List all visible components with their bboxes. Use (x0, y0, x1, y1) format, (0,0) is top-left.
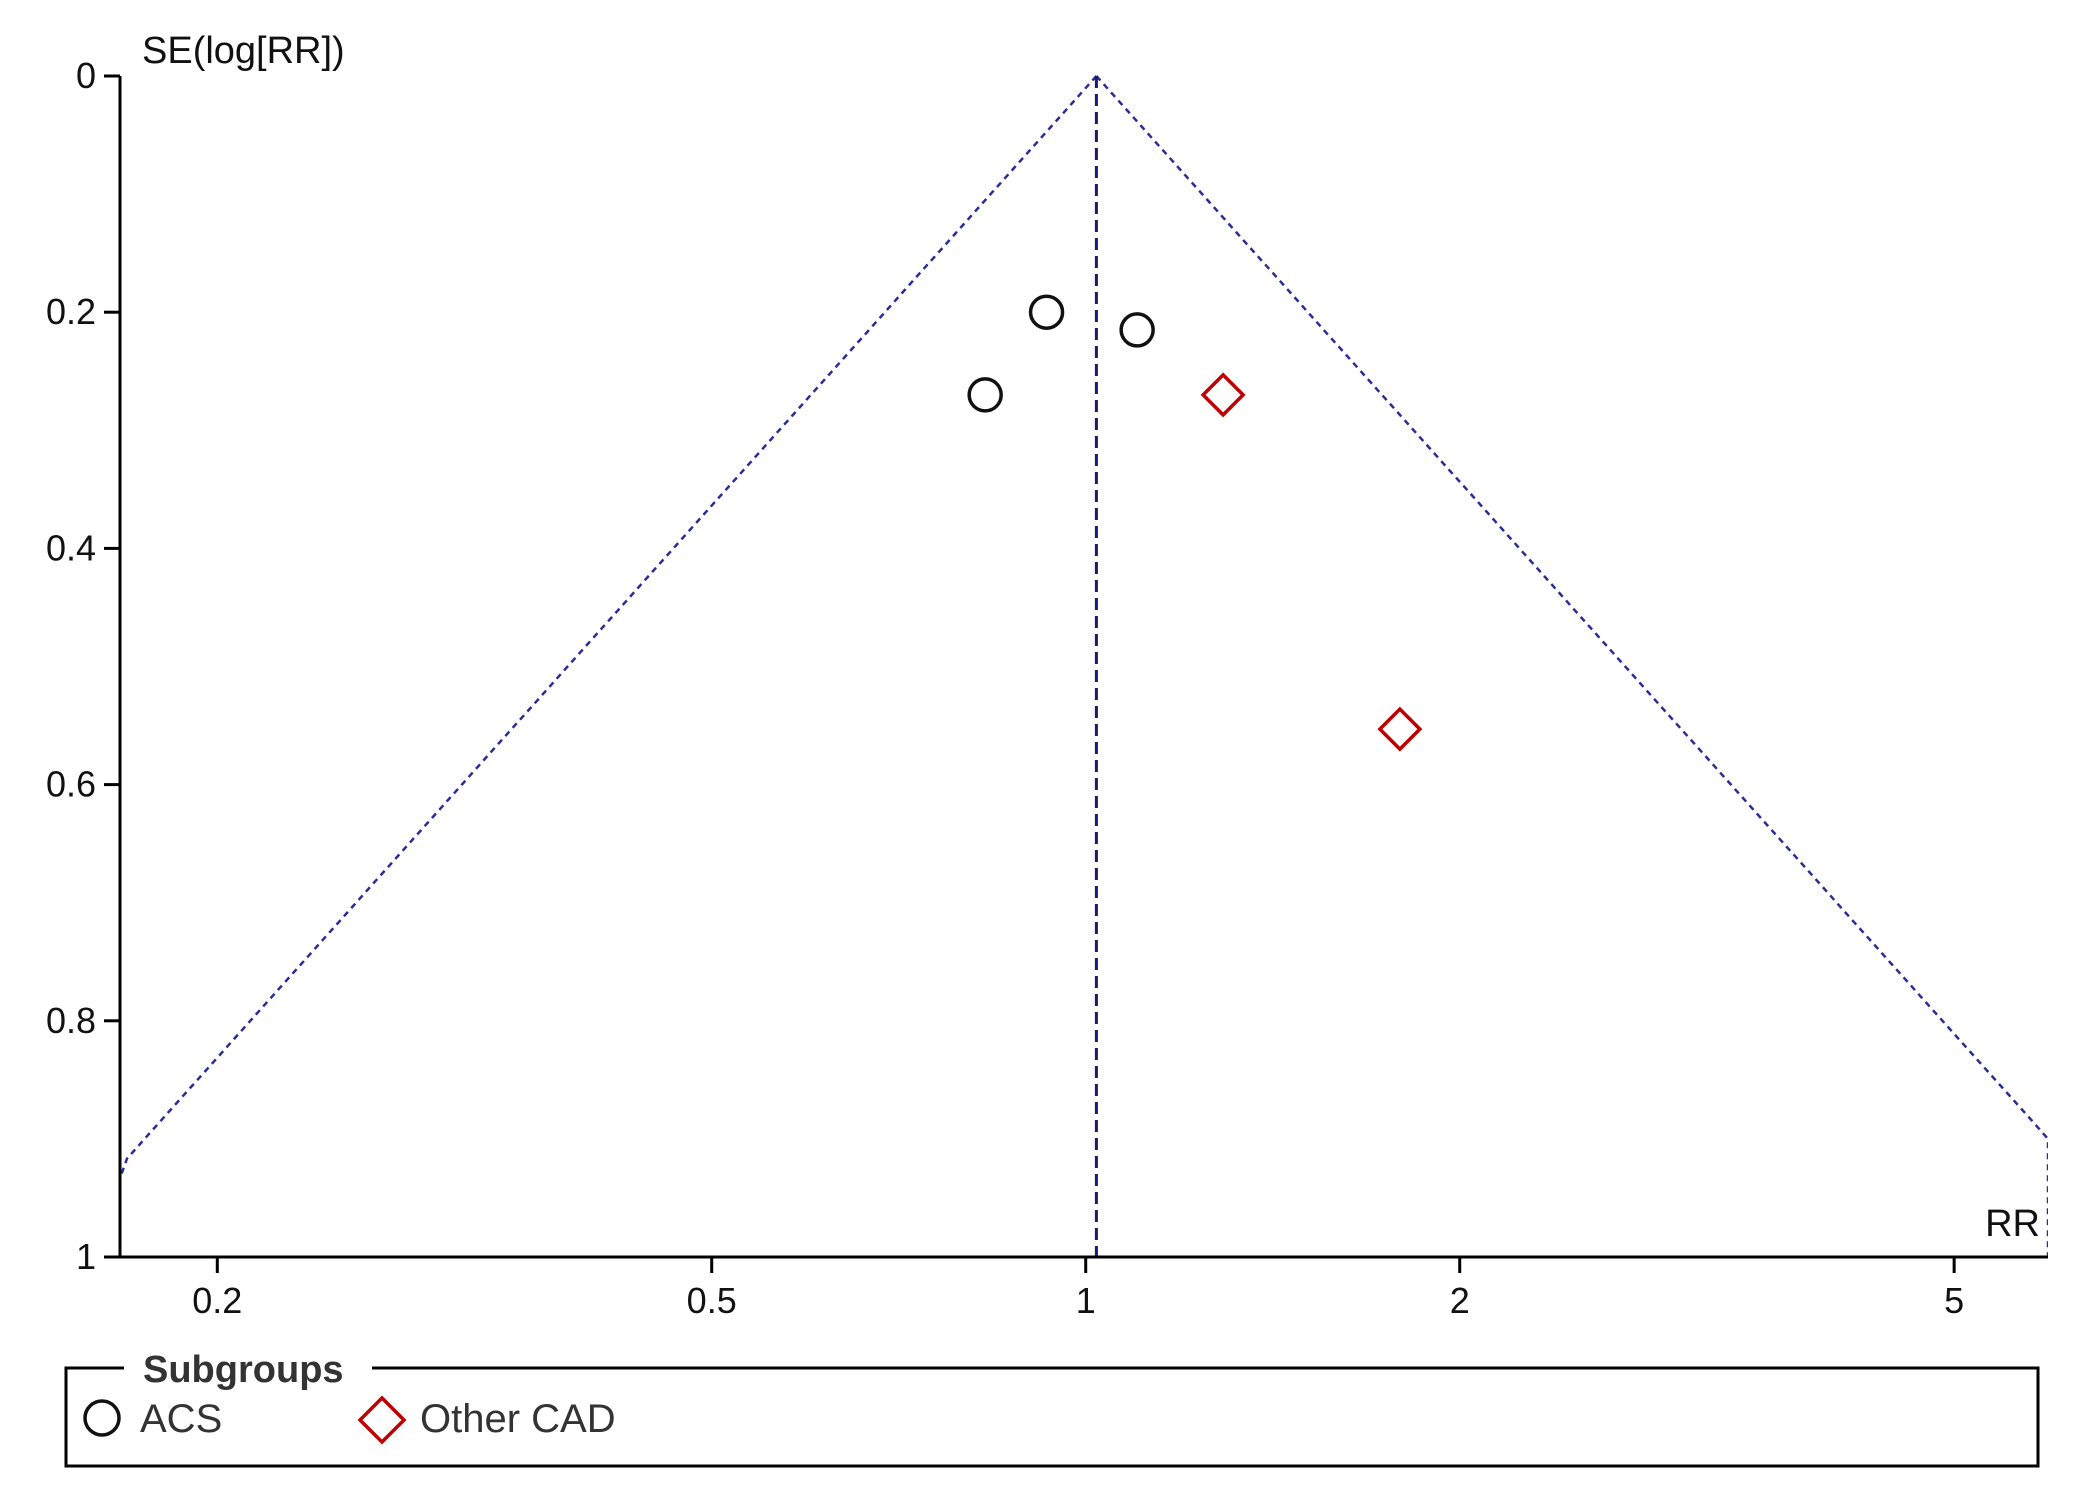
y-tick-label: 0.6 (46, 764, 96, 805)
legend-title: Subgroups (143, 1349, 344, 1391)
x-tick-label: 0.5 (687, 1280, 737, 1321)
legend-title-background (124, 1346, 372, 1390)
y-axis-title: SE(log[RR]) (142, 30, 345, 72)
axes (118, 76, 2048, 1259)
data-points (967, 294, 1423, 752)
y-tick-label: 1 (76, 1236, 96, 1277)
x-tick-label: 0.2 (192, 1280, 242, 1321)
axis-ticks: 0 0.2 0.4 0.6 0.8 1 0.2 0.5 1 2 5 (46, 55, 1964, 1321)
y-tick-label: 0.8 (46, 1000, 96, 1041)
y-tick-label: 0.4 (46, 527, 96, 568)
funnel-right-limit-line (1095, 75, 2048, 1257)
acs-study-point (1028, 294, 1065, 330)
x-tick-label: 2 (1450, 1280, 1470, 1321)
legend: Subgroups ACS Other CAD (64, 1346, 2040, 1468)
legend-acs-circle-icon (83, 1399, 121, 1437)
funnel-limits (120, 75, 2048, 1257)
x-tick-label: 1 (1076, 1280, 1096, 1321)
other-cad-study-point (1377, 706, 1423, 752)
y-tick-label: 0 (76, 55, 96, 96)
x-tick-label: 5 (1944, 1280, 1964, 1321)
legend-label-acs: ACS (140, 1397, 222, 1441)
funnel-group (120, 75, 2048, 1257)
acs-study-point (1119, 312, 1155, 348)
funnel-left-limit-line (120, 75, 1098, 1257)
legend-label-other-cad: Other CAD (420, 1397, 616, 1441)
legend-other-cad-diamond-icon (357, 1395, 407, 1445)
other-cad-study-point (1200, 372, 1246, 418)
y-tick-label: 0.2 (46, 291, 96, 332)
x-axis-title: RR (1985, 1203, 2040, 1245)
legend-box (64, 1366, 2040, 1468)
acs-study-point (967, 377, 1003, 413)
